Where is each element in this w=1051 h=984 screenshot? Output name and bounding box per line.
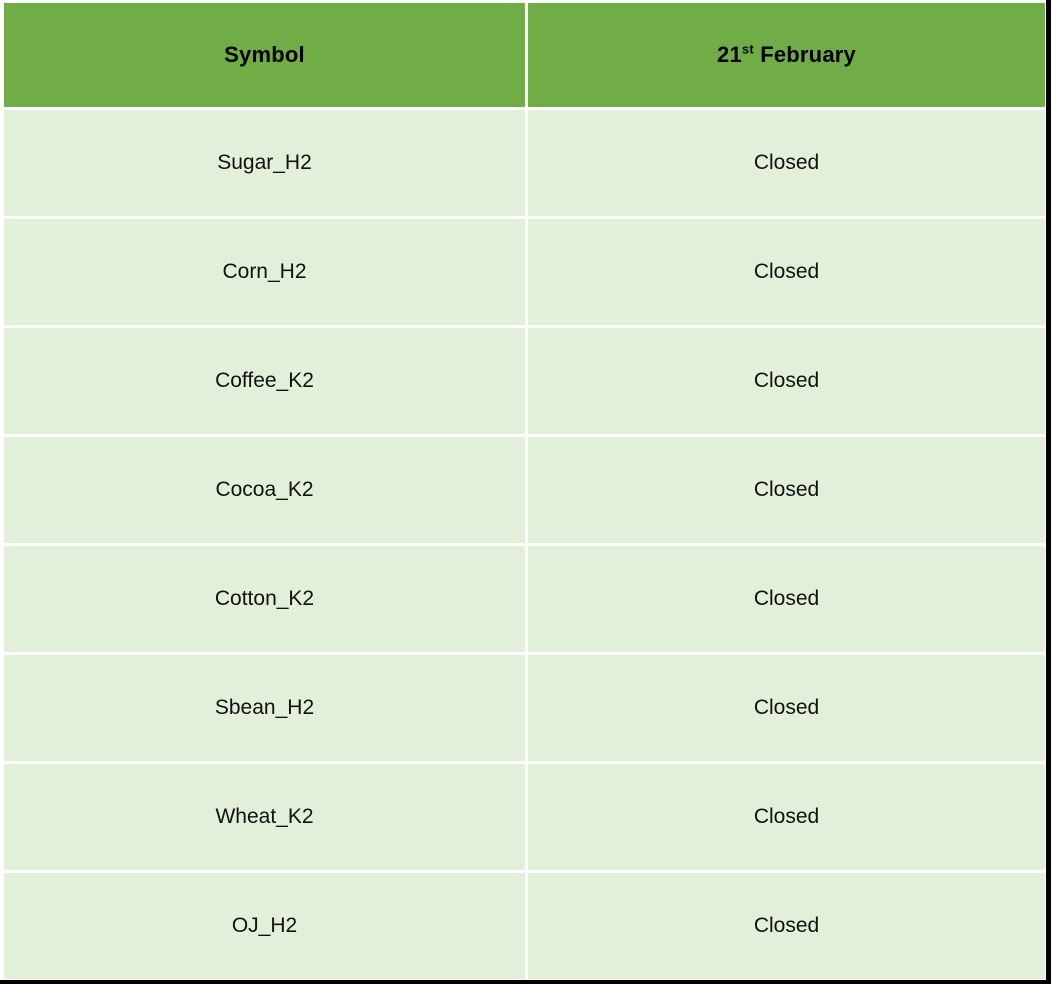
column-header-symbol-label: Symbol xyxy=(224,42,305,67)
cell-status: Closed xyxy=(528,328,1045,434)
symbol-value: Sbean_H2 xyxy=(214,696,315,719)
cell-symbol: OJ_H2 xyxy=(4,873,525,979)
column-header-date[interactable]: 21st February xyxy=(528,3,1045,107)
cell-symbol: Sbean_H2 xyxy=(4,655,525,761)
table-row[interactable]: Sbean_H2 Closed xyxy=(4,655,1045,761)
bottom-edge-rule xyxy=(0,980,1051,984)
status-value: Closed xyxy=(753,369,820,392)
table-row[interactable]: OJ_H2 Closed xyxy=(4,873,1045,979)
cell-symbol: Coffee_K2 xyxy=(4,328,525,434)
column-header-date-month: February xyxy=(753,42,856,67)
status-value: Closed xyxy=(753,696,820,719)
status-value: Closed xyxy=(753,805,820,828)
symbol-value: Corn_H2 xyxy=(222,260,307,283)
cell-status: Closed xyxy=(528,546,1045,652)
table-row[interactable]: Cocoa_K2 Closed xyxy=(4,437,1045,543)
symbol-value: Sugar_H2 xyxy=(217,151,312,174)
table-body: Sugar_H2 Closed Corn_H2 Closed Coffee_K2 xyxy=(4,110,1045,979)
table-row[interactable]: Wheat_K2 Closed xyxy=(4,764,1045,870)
table-row[interactable]: Coffee_K2 Closed xyxy=(4,328,1045,434)
symbol-value: OJ_H2 xyxy=(231,914,298,937)
table-row[interactable]: Cotton_K2 Closed xyxy=(4,546,1045,652)
symbol-value: Coffee_K2 xyxy=(215,369,314,392)
status-value: Closed xyxy=(753,587,820,610)
table-header-row: Symbol 21st February xyxy=(4,3,1045,107)
cell-symbol: Cotton_K2 xyxy=(4,546,525,652)
table-row[interactable]: Corn_H2 Closed xyxy=(4,219,1045,325)
column-header-symbol[interactable]: Symbol xyxy=(4,3,525,107)
cell-status: Closed xyxy=(528,437,1045,543)
status-value: Closed xyxy=(753,260,820,283)
column-header-date-number: 21 xyxy=(717,42,742,67)
cell-status: Closed xyxy=(528,219,1045,325)
cell-status: Closed xyxy=(528,764,1045,870)
status-value: Closed xyxy=(753,151,820,174)
symbol-value: Wheat_K2 xyxy=(215,805,314,828)
cell-status: Closed xyxy=(528,655,1045,761)
right-edge-rule xyxy=(1046,0,1051,984)
table-row[interactable]: Sugar_H2 Closed xyxy=(4,110,1045,216)
cell-symbol: Corn_H2 xyxy=(4,219,525,325)
column-header-date-ordinal-suffix: st xyxy=(741,41,754,57)
cell-symbol: Cocoa_K2 xyxy=(4,437,525,543)
cell-symbol: Sugar_H2 xyxy=(4,110,525,216)
cell-symbol: Wheat_K2 xyxy=(4,764,525,870)
status-value: Closed xyxy=(753,478,820,501)
status-value: Closed xyxy=(753,914,820,937)
cell-status: Closed xyxy=(528,110,1045,216)
table-header: Symbol 21st February xyxy=(4,3,1045,107)
symbol-value: Cocoa_K2 xyxy=(215,478,314,501)
symbol-value: Cotton_K2 xyxy=(214,587,315,610)
cell-status: Closed xyxy=(528,873,1045,979)
